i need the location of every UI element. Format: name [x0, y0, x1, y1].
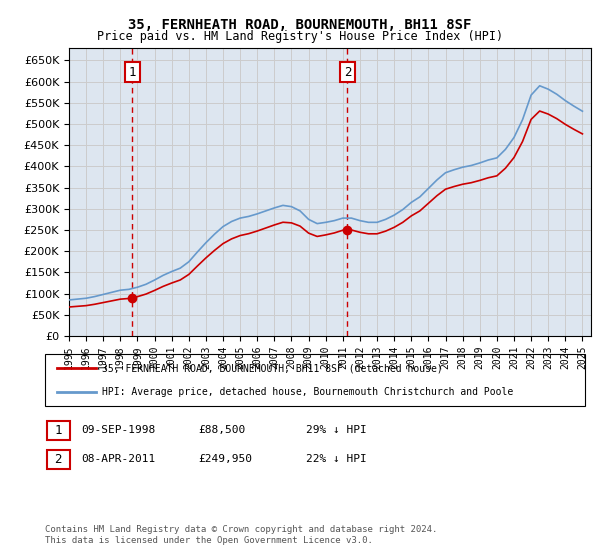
Text: Contains HM Land Registry data © Crown copyright and database right 2024.
This d: Contains HM Land Registry data © Crown c…	[45, 525, 437, 545]
Text: 09-SEP-1998: 09-SEP-1998	[81, 425, 155, 435]
Text: Price paid vs. HM Land Registry's House Price Index (HPI): Price paid vs. HM Land Registry's House …	[97, 30, 503, 43]
Text: 29% ↓ HPI: 29% ↓ HPI	[306, 425, 367, 435]
Text: 08-APR-2011: 08-APR-2011	[81, 454, 155, 464]
Text: 35, FERNHEATH ROAD, BOURNEMOUTH, BH11 8SF: 35, FERNHEATH ROAD, BOURNEMOUTH, BH11 8S…	[128, 18, 472, 32]
Text: £88,500: £88,500	[198, 425, 245, 435]
Text: 2: 2	[55, 452, 62, 466]
Text: 1: 1	[128, 66, 136, 78]
Text: 2: 2	[344, 66, 351, 78]
Text: 1: 1	[55, 423, 62, 437]
Text: £249,950: £249,950	[198, 454, 252, 464]
Text: 22% ↓ HPI: 22% ↓ HPI	[306, 454, 367, 464]
Text: HPI: Average price, detached house, Bournemouth Christchurch and Poole: HPI: Average price, detached house, Bour…	[102, 387, 513, 397]
Text: 35, FERNHEATH ROAD, BOURNEMOUTH, BH11 8SF (detached house): 35, FERNHEATH ROAD, BOURNEMOUTH, BH11 8S…	[102, 363, 443, 374]
